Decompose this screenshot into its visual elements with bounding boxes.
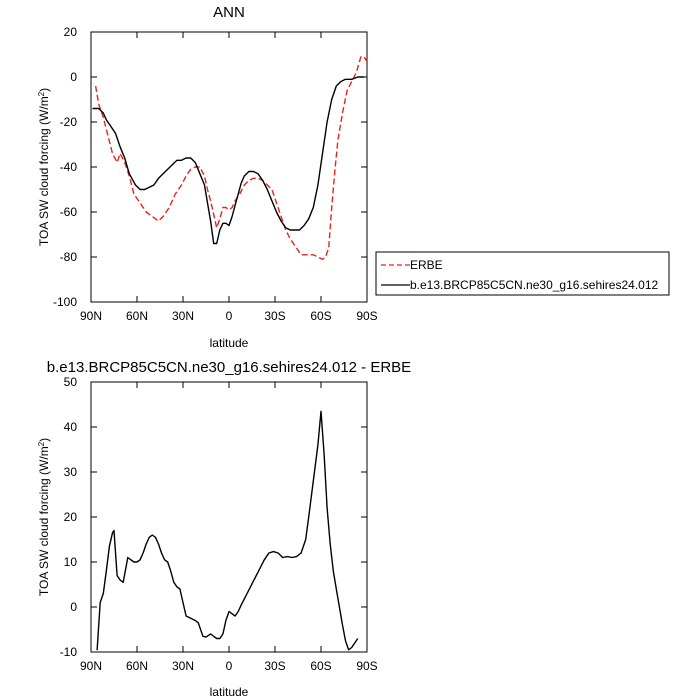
top-x-tick-label-6: 90S: [356, 309, 377, 323]
bottom-x-tick-label-4: 30S: [264, 659, 285, 673]
legend-erbe-label: ERBE: [410, 258, 443, 272]
bottom-x-tick-label-1: 60N: [126, 659, 148, 673]
top-panel: ANN 90N 60N 30N 0 30S 60S 90S 20 0 -20 -40 -60 -80 -…: [37, 4, 378, 350]
top-x-tick-layer: 90N 60N 30N 0 30S 60S 90S: [80, 32, 378, 323]
bottom-x-tick-label-0: 90N: [80, 659, 102, 673]
bottom-series-layer: [96, 410, 359, 651]
bottom-x-axis-label: latitude: [210, 685, 249, 699]
top-x-tick-label-1: 60N: [126, 309, 148, 323]
top-x-tick-label-2: 30N: [172, 309, 194, 323]
bottom-y-tick-label-5: 0: [70, 600, 77, 614]
bottom-x-tick-label-6: 90S: [356, 659, 377, 673]
top-y-axis-label: TOA SW cloud forcing (W/m2): [37, 88, 51, 246]
bottom-x-tick-label-3: 0: [226, 659, 233, 673]
bottom-y-tick-layer: 50 40 30 20 10 0 -10: [60, 375, 367, 659]
top-series-line-0: [94, 56, 368, 260]
top-x-tick-label-4: 30S: [264, 309, 285, 323]
top-x-tick-label-3: 0: [226, 309, 233, 323]
top-plot-frame: [90, 31, 368, 303]
bottom-x-tick-label-2: 30N: [172, 659, 194, 673]
bottom-y-tick-label-2: 30: [64, 465, 78, 479]
top-y-tick-layer: 20 0 -20 -40 -60 -80 -100: [53, 25, 367, 309]
top-series-line-1: [92, 76, 364, 245]
legend: ERBE b.e13.BRCP85C5CN.ne30_g16.sehires24…: [375, 251, 670, 296]
top-y-tick-label-2: -20: [60, 115, 78, 129]
bottom-series-line-0: [96, 410, 359, 651]
bottom-panel: b.e13.BRCP85C5CN.ne30_g16.sehires24.012 …: [37, 359, 411, 699]
bottom-y-tick-label-4: 10: [64, 555, 78, 569]
top-x-tick-label-0: 90N: [80, 309, 102, 323]
legend-box: [375, 251, 670, 296]
bottom-y-tick-label-1: 40: [64, 420, 78, 434]
bottom-chart-title: b.e13.BRCP85C5CN.ne30_g16.sehires24.012 …: [47, 359, 411, 376]
top-x-axis-label: latitude: [210, 336, 249, 350]
top-y-tick-label-3: -40: [60, 160, 78, 174]
top-y-tick-label-4: -60: [60, 205, 78, 219]
top-series-layer: [92, 56, 368, 260]
bottom-y-tick-label-6: -10: [60, 645, 78, 659]
legend-model-label: b.e13.BRCP85C5CN.ne30_g16.sehires24.012: [410, 278, 658, 292]
bottom-x-tick-layer: 90N 60N 30N 0 30S 60S 90S: [80, 382, 378, 673]
top-y-tick-label-5: -80: [60, 250, 78, 264]
top-chart-title: ANN: [213, 4, 245, 21]
top-y-tick-label-0: 20: [64, 25, 78, 39]
top-y-tick-label-6: -100: [53, 295, 77, 309]
top-y-tick-label-1: 0: [70, 70, 77, 84]
bottom-y-tick-label-0: 50: [64, 375, 78, 389]
bottom-y-tick-label-3: 20: [64, 510, 78, 524]
bottom-y-axis-label: TOA SW cloud forcing (W/m2): [37, 438, 51, 596]
bottom-x-tick-label-5: 60S: [310, 659, 331, 673]
top-x-tick-label-5: 60S: [310, 309, 331, 323]
